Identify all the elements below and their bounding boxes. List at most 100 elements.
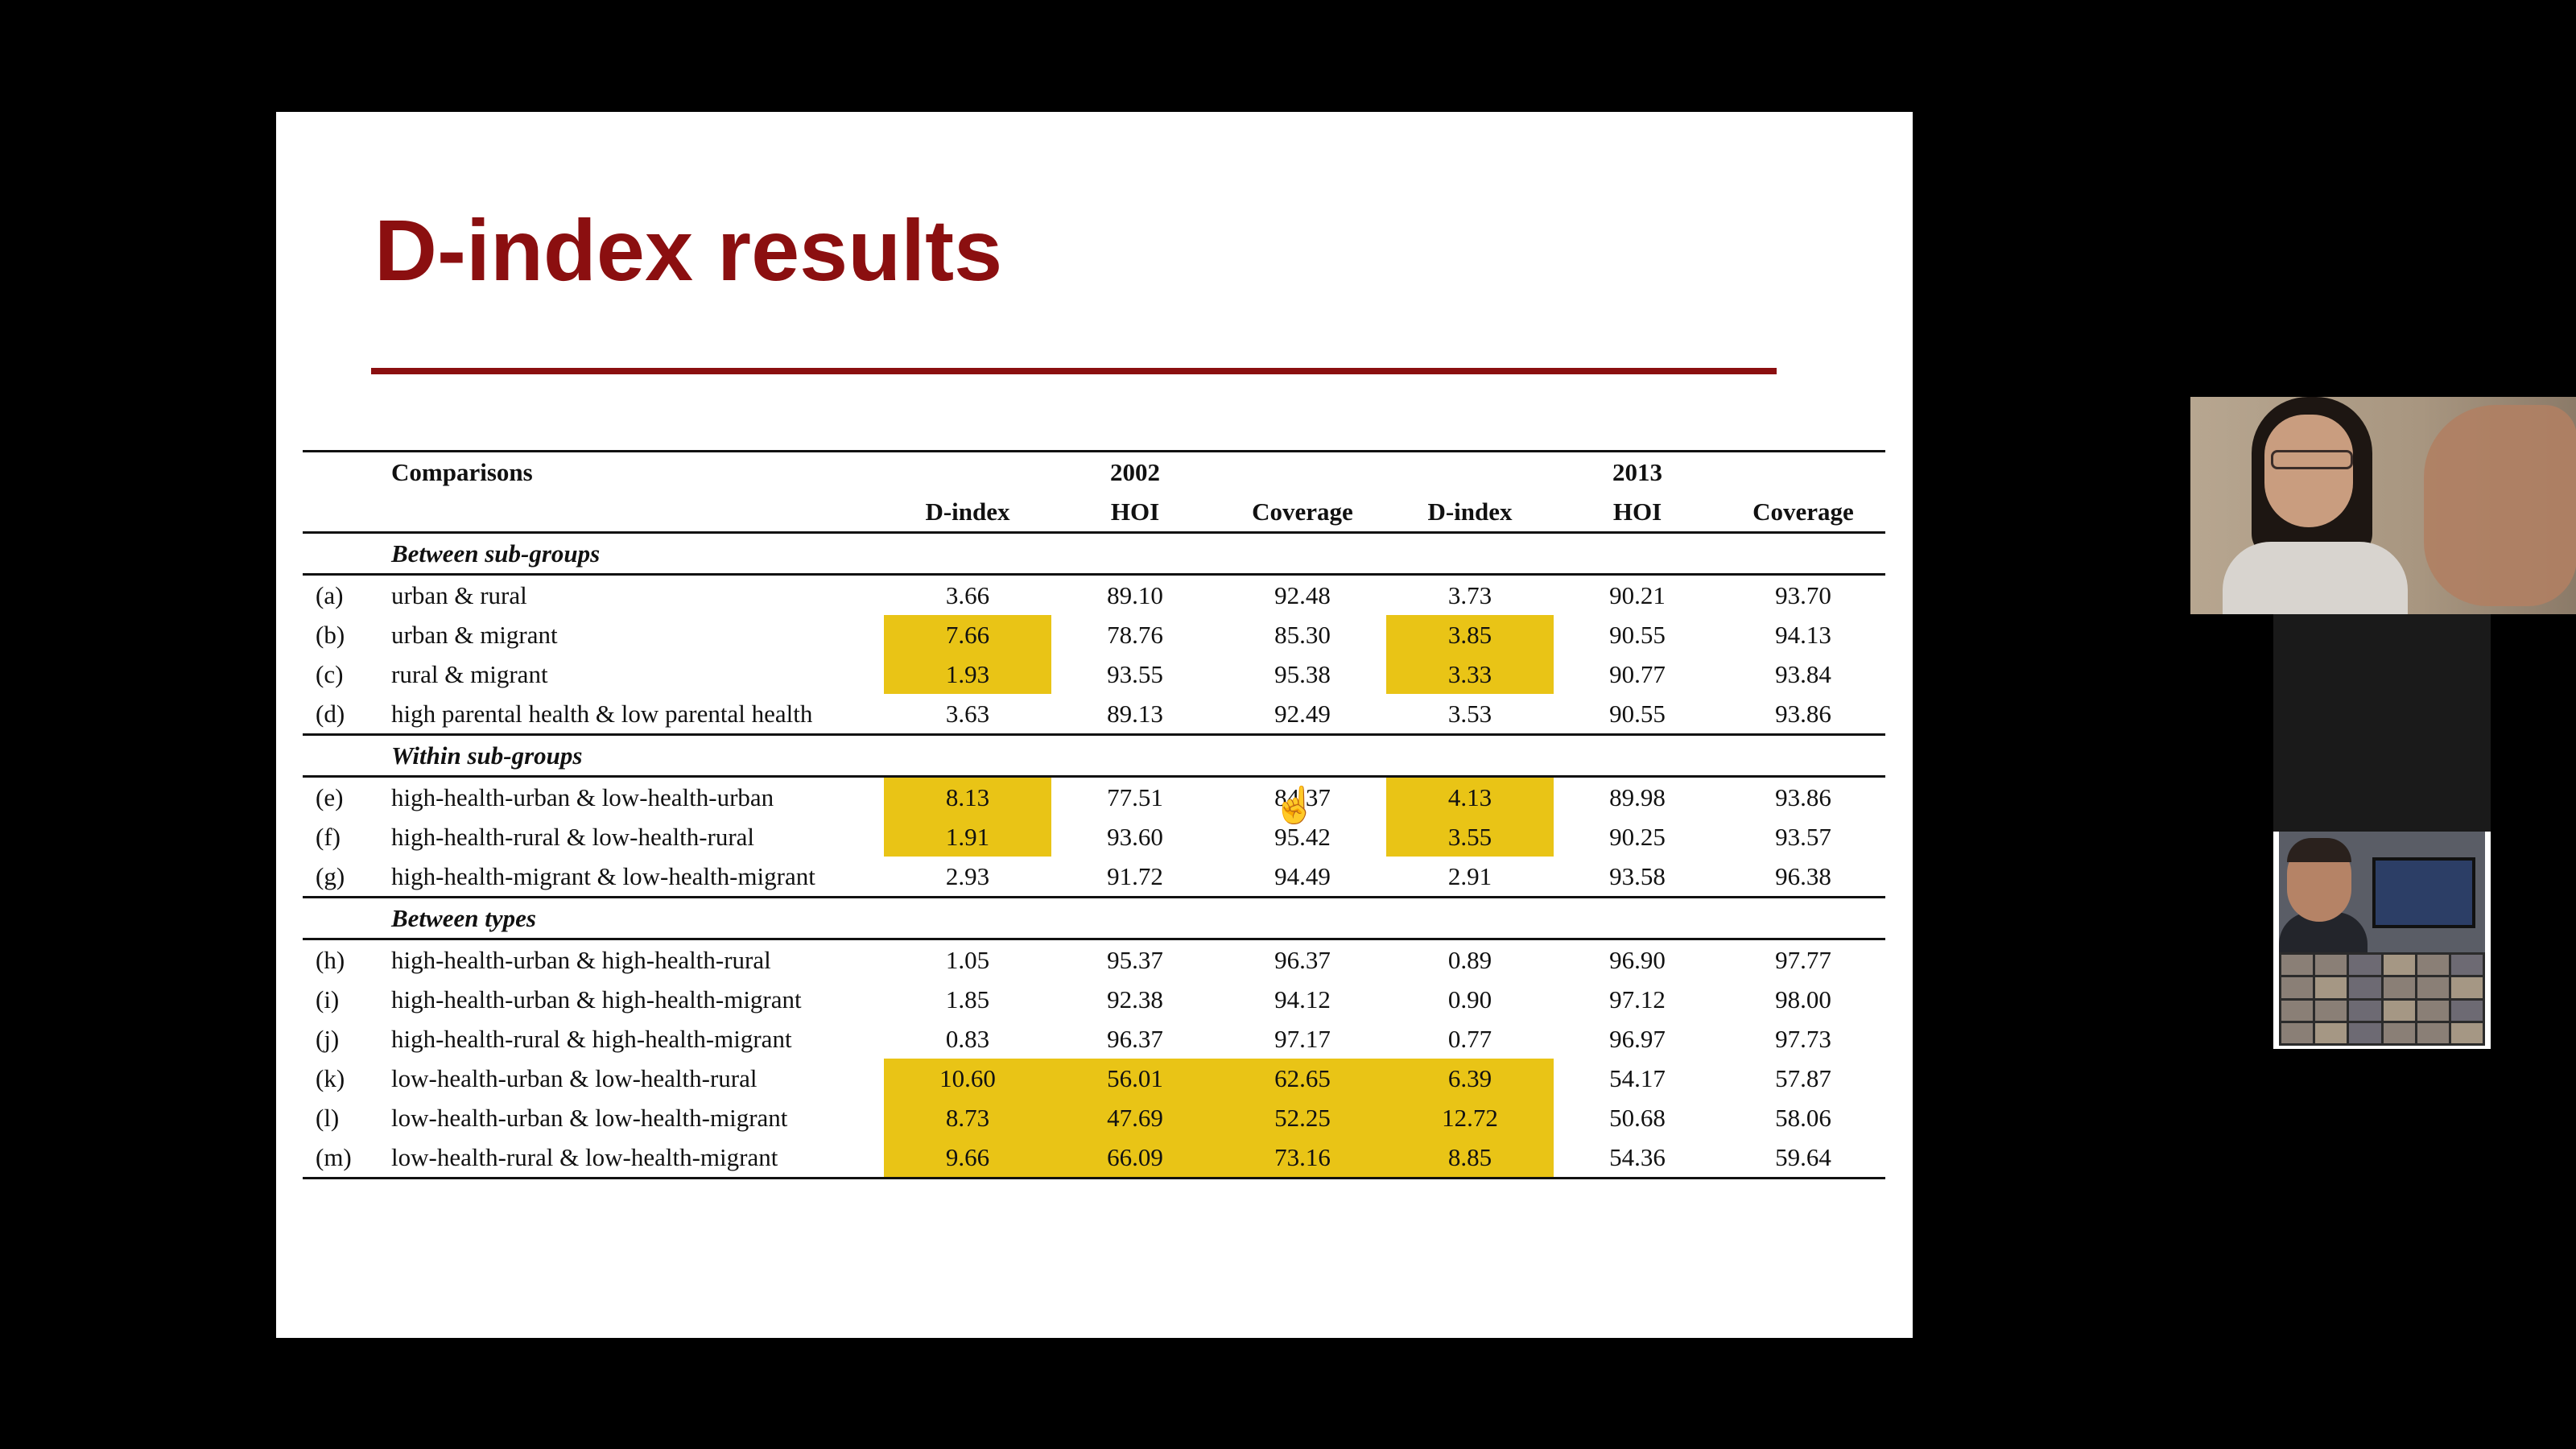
table-row: (k) low-health-urban & low-health-rural 10… bbox=[303, 1059, 1885, 1098]
value-cell: 3.73 bbox=[1447, 581, 1492, 609]
gallery-tile bbox=[2383, 955, 2415, 976]
row-label: (h) bbox=[316, 946, 345, 974]
value-cell: 90.21 bbox=[1609, 581, 1666, 609]
table-row: (c) rural & migrant 1.93 93.55 95.38 3.33 90.7… bbox=[303, 654, 1885, 694]
person-hair bbox=[2287, 838, 2351, 862]
gallery-tile bbox=[2417, 977, 2449, 998]
table-row: (j) high-health-rural & high-health-migra… bbox=[303, 1019, 1885, 1059]
value-cell: 10.60 bbox=[884, 1059, 1051, 1098]
gallery-tile bbox=[2383, 1022, 2415, 1043]
value-cell: 54.36 bbox=[1554, 1137, 1721, 1179]
value-cell: 2.93 bbox=[884, 857, 1051, 898]
section-spacer bbox=[303, 897, 391, 940]
value-cell: 92.48 bbox=[1274, 581, 1331, 609]
gallery-tile bbox=[2281, 955, 2314, 976]
value-cell: 89.98 bbox=[1609, 783, 1666, 811]
col-header-hoi-2002: HOI bbox=[1051, 492, 1219, 534]
value-cell: 3.55 bbox=[1386, 817, 1554, 857]
gallery-tile bbox=[2417, 955, 2449, 976]
video-tile-off[interactable] bbox=[2273, 614, 2491, 832]
value-cell: 89.10 bbox=[1107, 581, 1163, 609]
value-cell: 97.77 bbox=[1775, 946, 1831, 974]
row-label: (g) bbox=[303, 857, 391, 898]
comparison-cell: urban & migrant bbox=[391, 621, 558, 649]
section-title: Within sub-groups bbox=[391, 734, 1885, 778]
col-header-coverage-2013: Coverage bbox=[1721, 492, 1885, 534]
col-header-coverage-2002: Coverage bbox=[1219, 492, 1386, 534]
col-header-hoi-2013: HOI bbox=[1554, 492, 1721, 534]
value-cell: 78.76 bbox=[1107, 621, 1163, 649]
value-cell: 73.16 bbox=[1219, 1137, 1386, 1179]
value-cell: 90.55 bbox=[1609, 621, 1666, 649]
value-cell: 91.72 bbox=[1051, 857, 1219, 898]
value-cell: 89.13 bbox=[1051, 694, 1219, 736]
row-label: (f) bbox=[316, 823, 341, 851]
value-cell: 96.37 bbox=[1274, 946, 1331, 974]
section-row: Between types bbox=[303, 897, 1885, 940]
value-cell: 0.90 bbox=[1447, 985, 1492, 1013]
comparison-cell: rural & migrant bbox=[391, 660, 548, 688]
value-cell: 93.55 bbox=[1107, 660, 1163, 688]
value-cell: 1.85 bbox=[945, 985, 990, 1013]
gallery-tile bbox=[2349, 955, 2381, 976]
value-cell: 84.37 bbox=[1274, 783, 1331, 811]
comparison-cell: low-health-urban & low-health-migrant bbox=[391, 1104, 788, 1132]
gallery-tile bbox=[2383, 1000, 2415, 1021]
presentation-slide: D-index results Comparisons 2002 2013 D-… bbox=[276, 112, 1913, 1338]
table-row: (a) urban & rural 3.66 89.10 92.48 3.73 90.21 9… bbox=[303, 575, 1885, 616]
value-cell: 96.37 bbox=[1107, 1025, 1163, 1053]
value-cell: 97.17 bbox=[1274, 1025, 1331, 1053]
table-row: (i) high-health-urban & high-health-migra… bbox=[303, 980, 1885, 1019]
value-cell: 93.70 bbox=[1775, 581, 1831, 609]
value-cell: 97.12 bbox=[1609, 985, 1666, 1013]
value-cell: 52.25 bbox=[1219, 1098, 1386, 1137]
participant-video-host[interactable] bbox=[2279, 832, 2485, 952]
gallery-tile bbox=[2349, 1000, 2381, 1021]
slide-title: D-index results bbox=[374, 201, 1003, 299]
value-cell: 8.85 bbox=[1386, 1137, 1554, 1179]
gallery-tile bbox=[2450, 955, 2483, 976]
comparison-cell: low-health-urban & low-health-rural bbox=[391, 1064, 758, 1092]
gallery-tile bbox=[2315, 1022, 2347, 1043]
value-cell: 3.66 bbox=[945, 581, 990, 609]
value-cell: 59.64 bbox=[1721, 1137, 1885, 1179]
person-shirt bbox=[2223, 542, 2408, 614]
value-cell: 77.51 bbox=[1107, 783, 1163, 811]
row-label: (e) bbox=[316, 783, 344, 811]
participant-video-presenter[interactable] bbox=[2190, 397, 2576, 614]
value-cell: 47.69 bbox=[1051, 1098, 1219, 1137]
section-title: Between types bbox=[391, 897, 1885, 940]
row-label: (m) bbox=[303, 1137, 391, 1179]
row-label: (i) bbox=[316, 985, 340, 1013]
value-cell: 96.38 bbox=[1721, 857, 1885, 898]
gallery-tile bbox=[2417, 1022, 2449, 1043]
row-label: (a) bbox=[316, 581, 344, 609]
comparison-cell: high-health-urban & high-health-rural bbox=[391, 946, 771, 974]
value-cell: 66.09 bbox=[1051, 1137, 1219, 1179]
row-label: (c) bbox=[316, 660, 344, 688]
section-title: Between sub-groups bbox=[391, 532, 1885, 576]
value-cell: 8.73 bbox=[884, 1098, 1051, 1137]
year-header-2002: 2002 bbox=[1051, 450, 1219, 492]
row-label: (k) bbox=[316, 1064, 345, 1092]
value-cell: 90.77 bbox=[1609, 660, 1666, 688]
value-cell: 93.86 bbox=[1775, 783, 1831, 811]
participant-gallery-thumbnail[interactable] bbox=[2279, 952, 2485, 1046]
value-cell: 0.89 bbox=[1447, 946, 1492, 974]
value-cell: 93.58 bbox=[1554, 857, 1721, 898]
value-cell: 90.55 bbox=[1554, 694, 1721, 736]
column-header-row: D-index HOI Coverage D-index HOI Coverag… bbox=[303, 492, 1885, 534]
row-label: (l) bbox=[316, 1104, 340, 1132]
value-cell: 50.68 bbox=[1609, 1104, 1666, 1132]
value-cell: 3.53 bbox=[1386, 694, 1554, 736]
value-cell: 96.97 bbox=[1609, 1025, 1666, 1053]
value-cell: 98.00 bbox=[1775, 985, 1831, 1013]
table-row: (l) low-health-urban & low-health-migrant… bbox=[303, 1098, 1885, 1137]
value-cell: 54.17 bbox=[1609, 1064, 1666, 1092]
year-header-2013: 2013 bbox=[1554, 450, 1721, 492]
value-cell: 92.38 bbox=[1107, 985, 1163, 1013]
value-cell: 93.57 bbox=[1775, 823, 1831, 851]
person-hand bbox=[2424, 405, 2576, 606]
value-cell: 8.13 bbox=[884, 776, 1051, 817]
comparison-cell: urban & rural bbox=[391, 581, 527, 609]
